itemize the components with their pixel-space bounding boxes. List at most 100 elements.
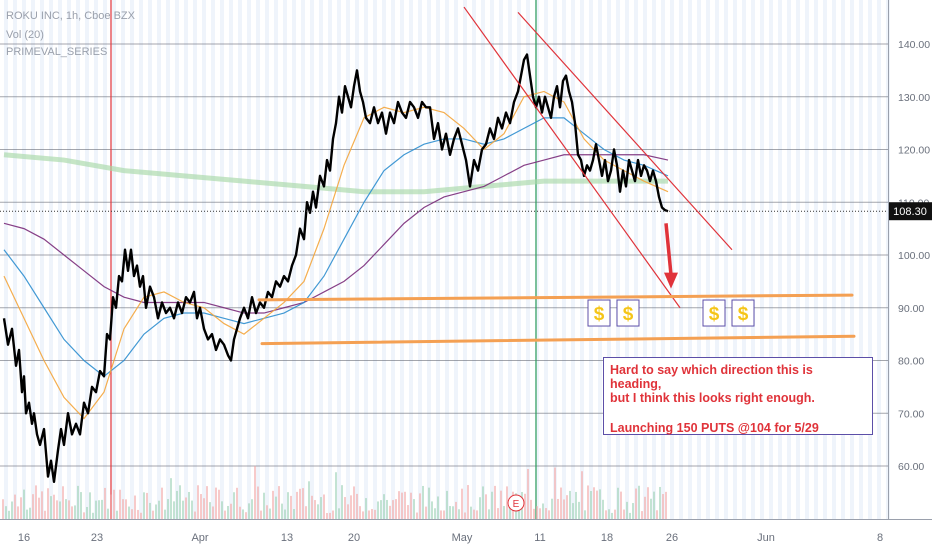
volume-bar: [581, 471, 583, 519]
volume-bar: [245, 512, 247, 519]
session-band: [742, 0, 746, 519]
volume-bar: [440, 510, 442, 519]
volume-bar: [554, 467, 556, 519]
volume-bar: [107, 508, 109, 519]
volume-bar: [209, 502, 211, 519]
session-band: [850, 0, 854, 519]
volume-bar: [431, 501, 433, 519]
volume-bar: [194, 511, 196, 519]
session-band: [679, 0, 683, 519]
volume-bar: [566, 495, 568, 519]
volume-bar: [167, 499, 169, 519]
session-band: [418, 0, 422, 519]
session-band: [4, 0, 8, 519]
session-band: [724, 0, 728, 519]
volume-bar: [203, 498, 205, 519]
down-arrow-shaft[interactable]: [664, 223, 673, 275]
volume-bar: [347, 504, 349, 519]
session-band: [112, 0, 116, 519]
session-band: [706, 0, 710, 519]
session-band: [508, 0, 512, 519]
volume-bar: [635, 488, 637, 519]
ma-slow-line: [3, 154, 669, 314]
session-band: [607, 0, 611, 519]
volume-bar: [122, 499, 124, 519]
volume-bar: [92, 512, 94, 519]
volume-bar: [116, 510, 118, 519]
volume-bar: [188, 491, 190, 519]
volume-bar: [338, 508, 340, 519]
volume-bar: [443, 510, 445, 519]
dollar-sign-icon[interactable]: [587, 299, 611, 327]
volume-bar: [434, 508, 436, 519]
dollar-glyph: $: [594, 304, 605, 325]
volume-bar: [638, 485, 640, 519]
volume-bar: [437, 496, 439, 519]
dollar-sign-icon[interactable]: [731, 299, 755, 327]
volume-bar: [332, 510, 334, 519]
y-tick-label: 70.00: [898, 408, 924, 420]
session-band: [697, 0, 701, 519]
volume-bar: [266, 505, 268, 519]
session-band: [58, 0, 62, 519]
annotation-box[interactable]: Hard to say which direction this is head…: [603, 357, 873, 435]
y-tick-label: 140.00: [898, 39, 930, 51]
volume-bar: [590, 490, 592, 519]
volume-bar: [326, 512, 328, 519]
volume-bar: [344, 497, 346, 519]
volume-bar: [200, 494, 202, 519]
volume-bar: [374, 509, 376, 519]
volume-bar: [14, 494, 16, 519]
dollar-sign-icon[interactable]: [616, 299, 640, 327]
volume-bar: [146, 492, 148, 519]
trend-channel-line[interactable]: [517, 11, 733, 251]
volume-bar: [227, 505, 229, 519]
earnings-marker-icon[interactable]: [507, 494, 525, 512]
session-band: [346, 0, 350, 519]
volume-bar: [641, 511, 643, 519]
support-line[interactable]: [257, 293, 854, 302]
session-band: [166, 0, 170, 519]
volume-bar: [425, 506, 427, 519]
volume-bar: [350, 495, 352, 519]
ma-mid-line: [3, 117, 669, 378]
x-tick-label: 18: [601, 532, 613, 544]
volume-bar: [452, 506, 454, 519]
volume-bar: [260, 510, 262, 519]
volume-bar: [335, 472, 337, 519]
volume-bar: [644, 496, 646, 519]
volume-bar: [413, 499, 415, 519]
down-arrow-icon[interactable]: [664, 272, 678, 289]
session-band: [337, 0, 341, 519]
session-band: [490, 0, 494, 519]
legend-volume[interactable]: Vol (20): [6, 29, 44, 41]
support-line[interactable]: [260, 334, 856, 346]
volume-bar: [89, 492, 91, 519]
volume-bar: [206, 486, 208, 519]
session-band: [814, 0, 818, 519]
volume-bar: [353, 486, 355, 519]
dollar-sign-icon[interactable]: [702, 299, 726, 327]
legend-symbol[interactable]: ROKU INC, 1h, Cboe BZX: [6, 10, 135, 22]
session-band: [859, 0, 863, 519]
trend-channel-line[interactable]: [463, 6, 681, 309]
volume-bar: [476, 510, 478, 519]
volume-bar: [611, 512, 613, 519]
volume-bar: [263, 492, 265, 519]
volume-bar: [557, 498, 559, 519]
volume-bar: [74, 505, 76, 519]
session-band: [85, 0, 89, 519]
volume-bar: [161, 487, 163, 519]
legend-indicator[interactable]: PRIMEVAL_SERIES: [6, 46, 108, 58]
volume-bar: [68, 500, 70, 519]
session-band: [751, 0, 755, 519]
volume-bar: [575, 491, 577, 519]
volume-bar: [527, 468, 529, 519]
x-tick-label: 23: [91, 532, 103, 544]
volume-bar: [80, 492, 82, 519]
session-band: [526, 0, 530, 519]
volume-bar: [539, 508, 541, 519]
x-tick-label: 16: [18, 532, 30, 544]
